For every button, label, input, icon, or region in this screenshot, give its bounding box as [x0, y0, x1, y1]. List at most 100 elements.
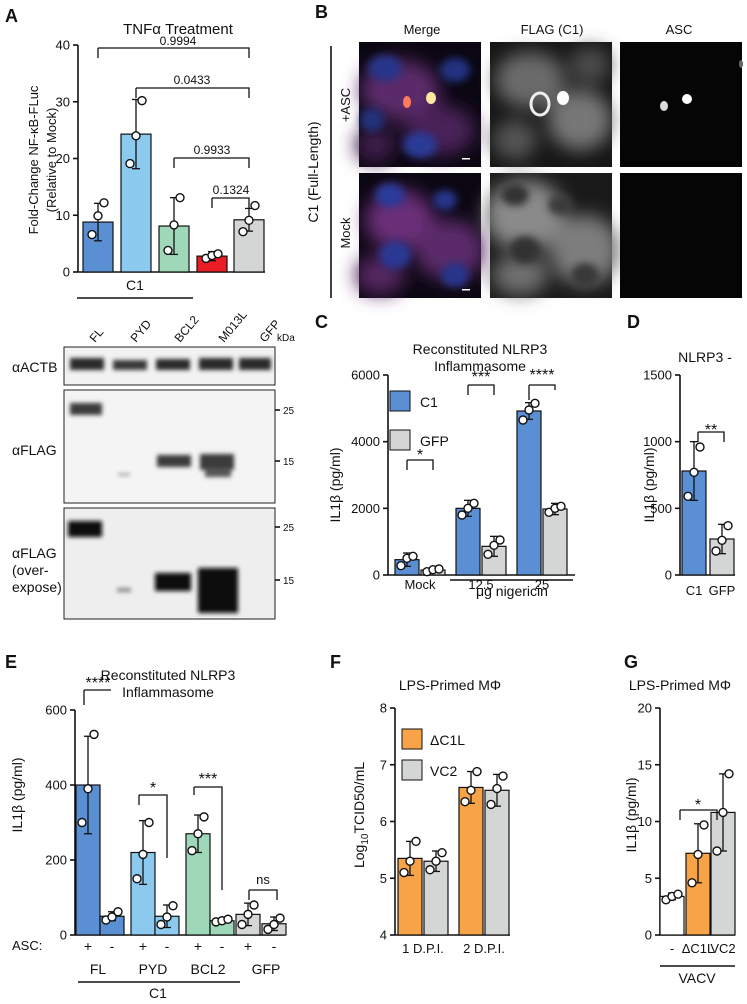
data-point — [399, 867, 409, 878]
data-point — [495, 535, 505, 545]
data-point — [689, 467, 699, 478]
y-tick-label: 6000 — [351, 368, 380, 383]
data-point — [168, 901, 178, 911]
panel-e-group-gfp: GFP — [252, 961, 281, 977]
blot-lane-label: BCL2 — [172, 313, 202, 345]
y-tick-label: 0 — [665, 568, 672, 583]
y-tick-label: 40 — [56, 38, 70, 53]
data-point — [162, 912, 172, 922]
data-point — [238, 227, 248, 237]
panel-g-title: LPS-Primed MΦ — [629, 677, 731, 693]
data-point — [492, 783, 502, 794]
panel-f-title: LPS-Primed MΦ — [399, 677, 501, 693]
blot-row2-label: αFLAG — [12, 442, 57, 458]
panel-e-title-line2: Inflammasome — [122, 684, 214, 700]
data-point — [99, 198, 109, 208]
data-point — [556, 501, 566, 512]
x-tick-label: 1 D.P.I. — [402, 941, 444, 956]
micrograph-flag-mock — [485, 173, 620, 298]
y-tick-label: 500 — [650, 501, 672, 516]
panel-a-label: A — [5, 6, 18, 26]
blot-marker: 15 — [283, 457, 295, 468]
y-tick-label: 2000 — [351, 501, 380, 516]
x-tick-label: ΔC1L — [682, 941, 715, 956]
data-point — [163, 245, 173, 256]
y-tick-label: 20 — [638, 701, 652, 716]
flag-bands — [70, 403, 234, 477]
panel-e-group-pyd: PYD — [139, 961, 168, 977]
panel-e-group-fl: FL — [90, 961, 107, 977]
data-point — [717, 535, 727, 546]
data-point — [469, 498, 479, 509]
sig-e-gfp: ns — [256, 872, 270, 887]
sig-g: * — [695, 797, 701, 814]
blot-row1-label: αACTB — [12, 359, 57, 375]
y-tick-label: 8 — [380, 701, 387, 716]
y-tick-label: 0 — [63, 265, 70, 280]
panel-e-group-label: C1 — [149, 985, 167, 1001]
panel-e-significance: **** * *** ns — [83, 675, 278, 900]
sig-e-pyd: * — [150, 780, 156, 797]
bracket-bcl2-gfp — [173, 157, 250, 168]
data-point — [132, 874, 142, 884]
pvalue-fl-gfp: 0.9994 — [160, 34, 197, 48]
sig-e-fl: **** — [86, 675, 111, 692]
panel-g-ylabel: IL1β (pg/ml) — [623, 778, 639, 853]
y-tick-label: 10 — [638, 814, 652, 829]
data-point — [524, 405, 534, 415]
sig-c-25: **** — [530, 367, 555, 384]
panel-b-row-mock: Mock — [338, 217, 353, 249]
blot-marker: 15 — [283, 576, 295, 587]
x-tick-label: VC2 — [710, 941, 735, 956]
micrograph-grid — [355, 42, 743, 298]
sig-e-bcl2: *** — [199, 771, 218, 788]
y-tick-label: 0 — [373, 568, 380, 583]
y-tick-label: 10 — [56, 208, 70, 223]
data-point — [518, 415, 528, 425]
legend-swatch-dc1l — [401, 728, 423, 750]
y-tick-label: 4 — [380, 928, 387, 943]
x-tick-label: Mock — [404, 577, 436, 592]
y-tick-label: 6 — [380, 814, 387, 829]
bracket-pyd-gfp — [135, 87, 250, 98]
data-point — [187, 845, 197, 856]
panel-c-ylabel: IL1β (pg/ml) — [327, 448, 343, 523]
x-tick-label: C1 — [686, 583, 703, 598]
micrograph-merge-asc — [355, 42, 481, 167]
legend-label-dc1l: ΔC1L — [430, 732, 465, 748]
asc-sign: + — [194, 938, 202, 954]
data-point — [460, 796, 470, 807]
panel-b-col-asc: ASC — [666, 22, 693, 37]
y-tick-label: 7 — [380, 757, 387, 772]
y-tick-label: 5 — [645, 871, 652, 886]
panel-f-bars: 1 D.P.I. 2 D.P.I. — [397, 766, 510, 956]
panel-a-ylabel-line2: (Relative to Mock) — [44, 108, 59, 213]
y-tick-label: 30 — [56, 94, 70, 109]
data-point — [712, 846, 722, 856]
blot-row3-label-line1: αFLAG — [12, 545, 57, 561]
panel-d-ylabel: IL1β (pg/ml) — [641, 448, 657, 523]
y-tick-label: 1500 — [643, 368, 672, 383]
blot-lane-label: PYD — [128, 317, 155, 345]
data-point — [408, 551, 418, 562]
data-point — [405, 856, 415, 866]
panel-c-xlabel: μg nigericin — [476, 583, 548, 599]
legend-swatch-gfp — [389, 429, 411, 451]
data-point — [457, 510, 467, 520]
data-point — [131, 131, 141, 141]
panel-c-bars: Mock 12.5 25 — [394, 398, 568, 592]
panel-b-col-flag: FLAG (C1) — [521, 22, 584, 37]
panel-d-label: D — [627, 312, 640, 332]
panel-e-label: E — [5, 652, 17, 672]
data-point — [693, 849, 703, 860]
data-point — [687, 878, 697, 888]
data-point — [243, 909, 253, 920]
data-point — [431, 856, 441, 866]
data-point — [489, 540, 499, 551]
micrograph-flag-asc — [490, 42, 612, 167]
data-point — [169, 220, 179, 230]
panel-b-label: B — [315, 2, 328, 22]
flag-overexposed-bands — [68, 521, 238, 613]
